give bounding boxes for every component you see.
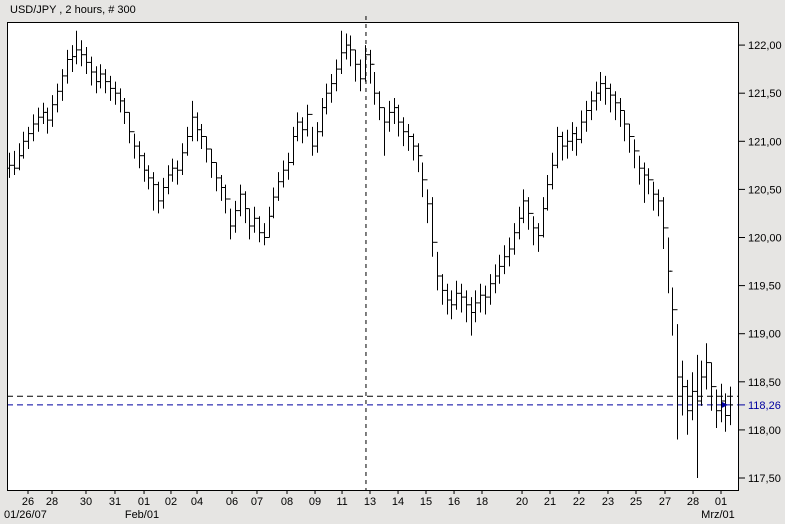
x-axis-tick-label: 16 <box>448 496 460 508</box>
chart-title: USD/JPY , 2 hours, # 300 <box>10 4 136 16</box>
x-axis-tick-label: 28 <box>46 496 58 508</box>
plot-border <box>7 22 739 491</box>
x-axis-tick-label: 23 <box>602 496 614 508</box>
y-axis-tick-label: 118,00 <box>748 425 781 437</box>
y-axis-tick-label: 122,00 <box>748 40 782 52</box>
x-axis-tick-label: 09 <box>309 496 321 508</box>
x-axis-tick-label: 07 <box>251 496 263 508</box>
x-axis-tick-label: 26 <box>22 496 34 508</box>
y-axis-tick-label: 118,50 <box>748 377 781 389</box>
x-axis-tick-label: 31 <box>109 496 121 508</box>
x-axis-tick-label: 06 <box>226 496 238 508</box>
x-axis-period-label: Feb/01 <box>125 509 159 521</box>
x-axis-tick-label: 27 <box>659 496 671 508</box>
x-axis-tick-label: 22 <box>573 496 585 508</box>
x-axis-period-label: 01/26/07 <box>4 509 47 521</box>
y-axis-tick-label: 119,50 <box>748 281 781 293</box>
x-axis-tick-label: 25 <box>630 496 642 508</box>
x-axis-tick-label: 28 <box>687 496 699 508</box>
x-axis-tick-label: 02 <box>165 496 177 508</box>
y-axis-tick-label: 119,00 <box>748 329 781 341</box>
x-axis-tick-label: 21 <box>544 496 556 508</box>
y-axis-tick-label: 121,50 <box>748 88 782 100</box>
x-axis-tick-label: 01 <box>715 496 727 508</box>
x-axis-tick-label: 11 <box>336 496 347 508</box>
x-axis-tick-label: 20 <box>516 496 528 508</box>
current-price-marker <box>722 401 728 408</box>
bars-layer <box>8 30 733 478</box>
x-axis-tick-label: 14 <box>392 496 404 508</box>
y-axis-tick-label: 117,50 <box>748 473 781 485</box>
plot-area[interactable] <box>7 22 739 491</box>
x-axis-tick-label: 13 <box>364 496 376 508</box>
x-axis-period-label: Mrz/01 <box>701 509 735 521</box>
y-axis-tick-label: 120,50 <box>748 184 782 196</box>
x-axis-tick-label: 08 <box>281 496 293 508</box>
x-axis-tick-label: 15 <box>420 496 432 508</box>
y-axis-tick-label: 120,00 <box>748 232 782 244</box>
x-axis-tick-label: 04 <box>191 496 203 508</box>
y-axis-tick-label: 121,00 <box>748 136 782 148</box>
x-axis-tick-label: 18 <box>476 496 488 508</box>
x-axis-tick-label: 01 <box>138 496 150 508</box>
current-price-label: 118,26 <box>748 400 781 412</box>
x-axis-tick-label: 30 <box>80 496 92 508</box>
